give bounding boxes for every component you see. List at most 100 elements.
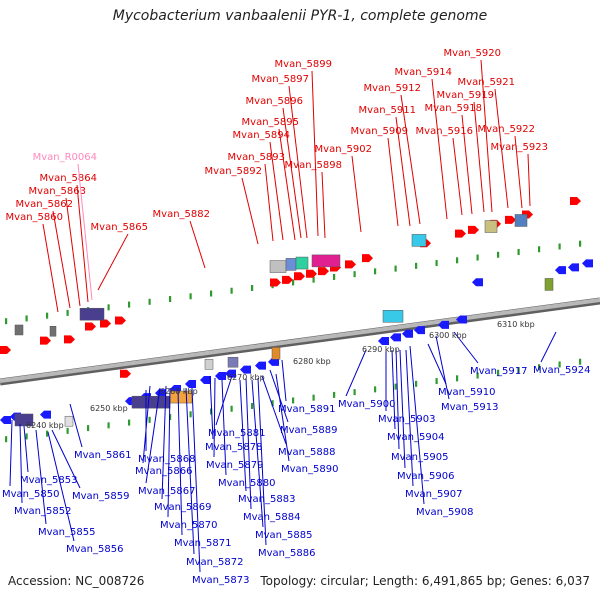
- reverse-gene-label: Mvan_5886: [258, 548, 315, 559]
- leader-line: [52, 210, 71, 309]
- leader-line: [65, 197, 81, 307]
- feature-box: [269, 260, 287, 273]
- tick-mark: [148, 416, 151, 423]
- reverse-gene-label: Mvan_5891: [278, 404, 335, 415]
- tick-mark: [25, 315, 28, 322]
- tick-mark: [333, 273, 336, 280]
- feature-box: [64, 415, 74, 427]
- reverse-gene-label: Mvan_5906: [397, 471, 454, 482]
- feature-box: [14, 324, 24, 336]
- feature-box: [131, 395, 171, 409]
- leader-line: [19, 423, 23, 504]
- tick-mark: [169, 296, 172, 303]
- reverse-gene-arrow: [438, 320, 449, 329]
- leader-line: [215, 375, 233, 426]
- tick-mark: [292, 397, 295, 404]
- forward-gene-label: Mvan_5919: [437, 90, 494, 101]
- leader-line: [97, 233, 129, 291]
- feature-box: [227, 356, 239, 368]
- leader-line: [282, 107, 302, 239]
- reverse-gene-label: Mvan_5913: [441, 402, 498, 413]
- tick-mark: [210, 290, 213, 297]
- leader-line: [177, 389, 183, 536]
- reverse-gene-arrow: [456, 315, 467, 324]
- topology-text: Topology: circular; Length: 6,491,865 bp…: [260, 574, 590, 588]
- tick-mark: [210, 408, 213, 415]
- reverse-gene-label: Mvan_5908: [416, 507, 473, 518]
- position-label: 6240 kbp: [26, 421, 64, 430]
- tick-mark: [5, 436, 8, 443]
- reverse-gene-label: Mvan_5907: [405, 489, 462, 500]
- leader-line: [241, 177, 259, 245]
- reverse-gene-label: Mvan_5888: [278, 447, 335, 458]
- leader-line: [9, 419, 13, 487]
- tick-mark: [558, 361, 561, 368]
- reverse-gene-label: Mvan_5866: [135, 466, 192, 477]
- leader-line: [461, 114, 473, 215]
- tick-mark: [169, 414, 172, 421]
- leader-line: [189, 220, 206, 269]
- map-title: Mycobacterium vanbaalenii PYR-1, complet…: [112, 8, 488, 24]
- reverse-gene-label: Mvan_5855: [38, 527, 95, 538]
- reverse-gene-label: Mvan_5884: [243, 512, 300, 523]
- tick-mark: [189, 411, 192, 418]
- forward-gene-label: Mvan_5918: [425, 103, 482, 114]
- leader-line: [269, 141, 284, 241]
- tick-mark: [292, 279, 295, 286]
- tick-mark: [415, 262, 418, 269]
- reverse-gene-label: Mvan_5856: [66, 544, 123, 555]
- position-label: 6300 kbp: [429, 331, 467, 340]
- leader-line: [427, 343, 447, 385]
- forward-gene-label: Mvan_5922: [478, 124, 535, 135]
- feature-box: [271, 347, 281, 360]
- leader-line: [275, 373, 290, 462]
- tick-mark: [538, 246, 541, 253]
- forward-gene-arrow: [270, 278, 281, 287]
- forward-gene-arrow: [64, 335, 75, 344]
- forward-gene-label: Mvan_5909: [351, 126, 408, 137]
- forward-gene-label: Mvan_5864: [40, 173, 97, 184]
- reverse-gene-label: Mvan_5890: [281, 464, 338, 475]
- reverse-gene-label: Mvan_5883: [238, 494, 295, 505]
- tick-mark: [497, 251, 500, 258]
- reverse-gene-label: Mvan_5910: [438, 387, 495, 398]
- forward-gene-arrow: [0, 346, 11, 354]
- leader-line: [185, 387, 195, 555]
- leader-line: [431, 78, 448, 220]
- tick-mark: [353, 271, 356, 278]
- reverse-gene-label: Mvan_5850: [2, 489, 59, 500]
- forward-gene-label: Mvan_5863: [29, 186, 86, 197]
- reverse-gene-arrow: [414, 326, 425, 335]
- reverse-gene-label: Mvan_5859: [72, 491, 129, 502]
- reverse-gene-arrow: [378, 336, 389, 345]
- leader-line: [321, 171, 326, 239]
- forward-gene-arrow: [570, 197, 581, 206]
- leader-line: [288, 85, 308, 239]
- leader-line: [42, 223, 59, 313]
- leader-line: [257, 377, 267, 546]
- forward-gene-label: Mvan_5892: [205, 166, 262, 177]
- tick-mark: [558, 243, 561, 250]
- reverse-gene-label: Mvan_5903: [378, 414, 435, 425]
- forward-gene-arrow: [455, 229, 466, 238]
- tick-mark: [374, 268, 377, 275]
- tick-mark: [128, 301, 131, 308]
- leader-line: [409, 345, 425, 505]
- tick-mark: [87, 425, 90, 432]
- reverse-gene-label: Mvan_5871: [174, 538, 231, 549]
- forward-gene-label: Mvan_5860: [6, 212, 63, 223]
- position-label: 6270 kbp: [227, 373, 265, 382]
- feature-box: [411, 234, 427, 247]
- leader-line: [452, 137, 463, 216]
- tick-mark: [374, 386, 377, 393]
- forward-gene-label: Mvan_5897: [252, 74, 309, 85]
- reverse-gene-arrow: [225, 369, 236, 378]
- reverse-gene-label: Mvan_5878: [205, 442, 262, 453]
- leader-line: [251, 379, 264, 528]
- reverse-gene-label: Mvan_5870: [160, 520, 217, 531]
- reverse-gene-label: Mvan_5869: [154, 502, 211, 513]
- tick-mark: [312, 394, 315, 401]
- rna-gene-label: Mvan_R0064: [33, 152, 97, 163]
- forward-gene-label: Mvan_5898: [285, 160, 342, 171]
